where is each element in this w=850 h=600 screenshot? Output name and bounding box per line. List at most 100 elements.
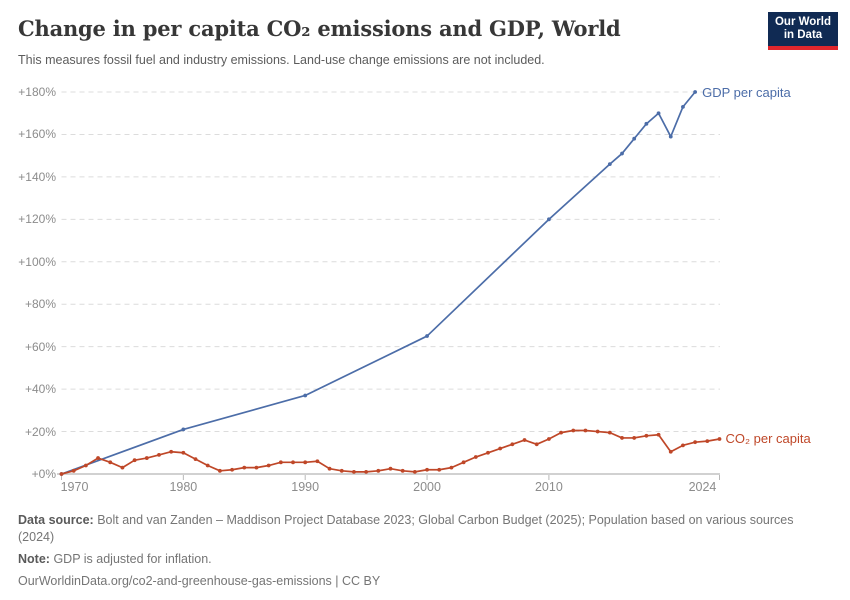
data-point-co2	[205, 463, 210, 468]
data-point-co2	[717, 437, 722, 441]
data-point-gdp	[607, 162, 612, 167]
data-point-co2	[181, 450, 186, 455]
y-axis-label: +80%	[24, 297, 56, 312]
data-point-co2	[376, 468, 381, 473]
note-line: Note: GDP is adjusted for inflation.	[18, 551, 818, 568]
data-point-co2	[291, 460, 295, 465]
x-axis-label: 1980	[169, 480, 198, 494]
page-subtitle: This measures fossil fuel and industry e…	[18, 53, 545, 67]
data-point-co2	[571, 428, 576, 433]
data-point-co2	[400, 468, 405, 473]
y-axis-label: +120%	[18, 212, 56, 227]
data-point-co2	[632, 436, 637, 440]
data-point-gdp	[632, 136, 637, 141]
data-point-co2	[547, 437, 551, 441]
y-axis-label: +40%	[24, 382, 56, 397]
data-point-co2	[486, 450, 490, 455]
source-url: OurWorldinData.org/co2-and-greenhouse-ga…	[18, 574, 381, 588]
x-axis-label: 2010	[534, 480, 563, 494]
data-point-co2	[132, 458, 137, 463]
data-point-co2	[437, 467, 442, 472]
data-point-gdp	[303, 393, 308, 398]
data-point-gdp	[656, 111, 661, 116]
data-point-co2	[144, 456, 149, 460]
y-axis-label: +160%	[18, 127, 56, 142]
x-axis-label: 2024	[688, 480, 717, 494]
data-point-co2	[681, 443, 685, 448]
data-point-co2	[412, 469, 417, 474]
data-point-co2	[461, 460, 466, 465]
data-point-co2	[266, 463, 271, 468]
data-source-line: Data source: Bolt and van Zanden – Maddi…	[18, 512, 818, 546]
data-point-gdp	[681, 104, 685, 109]
data-point-co2	[510, 442, 515, 447]
owid-logo-line1: Our World	[774, 15, 831, 28]
data-point-co2	[522, 438, 527, 442]
co2-series-label: CO₂ per capita	[725, 430, 811, 446]
data-point-co2	[71, 468, 76, 473]
data-point-co2	[59, 472, 64, 476]
data-point-co2	[620, 436, 624, 440]
data-point-co2	[339, 468, 344, 473]
data-point-co2	[83, 463, 88, 468]
data-point-co2	[193, 457, 198, 462]
data-point-co2	[425, 467, 429, 472]
note-label: Note:	[18, 552, 50, 566]
data-point-gdp	[547, 217, 551, 222]
chart-footer: Data source: Bolt and van Zanden – Maddi…	[18, 512, 818, 595]
data-point-co2	[278, 460, 283, 465]
y-axis-label: +60%	[24, 339, 56, 354]
data-point-co2	[218, 468, 222, 473]
data-point-co2	[595, 429, 600, 434]
data-point-co2	[583, 428, 588, 433]
data-source-text-2: (2024)	[18, 530, 55, 544]
data-point-gdp	[693, 90, 698, 94]
x-axis-label: 1970	[60, 480, 89, 494]
note-text: GDP is adjusted for inflation.	[53, 552, 212, 566]
data-point-co2	[705, 439, 710, 444]
y-axis-label: +100%	[18, 254, 56, 269]
owid-logo: Our World in Data	[768, 12, 838, 50]
data-point-co2	[559, 430, 563, 435]
data-point-co2	[364, 469, 369, 474]
data-source-label: Data source:	[18, 513, 94, 527]
data-point-co2	[607, 430, 612, 435]
y-axis-label: +0%	[31, 467, 56, 481]
gdp-series-label: GDP per capita	[702, 85, 791, 100]
data-point-co2	[656, 432, 661, 437]
data-point-co2	[327, 466, 332, 471]
data-point-gdp	[668, 134, 673, 139]
data-point-gdp	[620, 151, 624, 156]
owid-logo-line2: in Data	[783, 29, 823, 41]
data-point-co2	[230, 467, 234, 472]
data-point-co2	[120, 465, 125, 470]
data-point-co2	[108, 460, 113, 465]
data-point-co2	[693, 440, 698, 445]
y-axis-label: +180%	[18, 85, 56, 99]
series-line-gdp	[60, 91, 696, 475]
data-point-gdp	[181, 427, 186, 432]
x-axis-label: 2000	[413, 480, 441, 494]
data-point-co2	[254, 465, 259, 470]
data-point-co2	[169, 449, 174, 454]
data-point-co2	[498, 446, 503, 451]
data-point-gdp	[425, 334, 429, 338]
page-title: Change in per capita CO₂ emissions and G…	[18, 16, 621, 41]
data-point-co2	[473, 455, 478, 459]
y-axis-label: +20%	[24, 424, 56, 439]
data-point-co2	[388, 466, 393, 471]
data-source-text: Bolt and van Zanden – Maddison Project D…	[97, 513, 794, 527]
data-point-co2	[96, 456, 100, 460]
data-point-co2	[315, 459, 320, 464]
data-point-co2	[242, 465, 247, 470]
data-point-co2	[534, 442, 539, 447]
data-point-co2	[303, 460, 308, 465]
data-point-gdp	[644, 121, 649, 126]
data-point-co2	[644, 433, 649, 438]
y-axis-label: +140%	[18, 169, 56, 184]
data-point-co2	[668, 449, 673, 454]
data-point-co2	[157, 453, 161, 457]
x-axis-label: 1990	[291, 480, 320, 494]
